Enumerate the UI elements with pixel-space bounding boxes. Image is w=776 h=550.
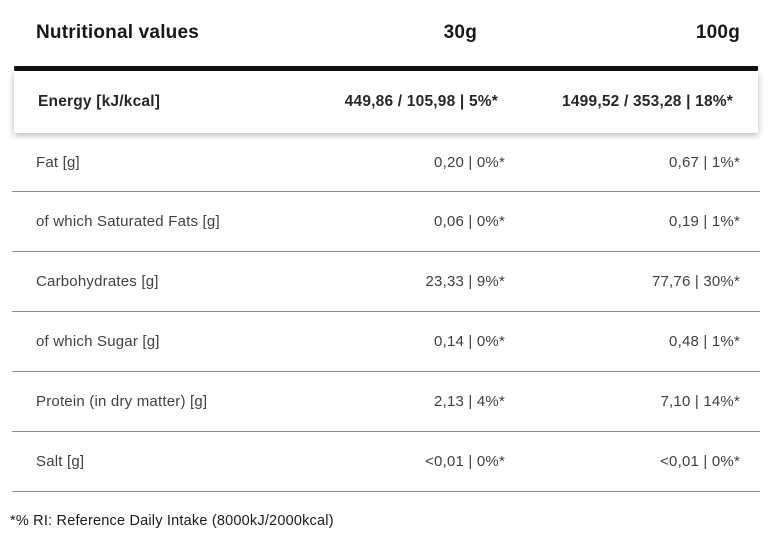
table-row: Protein (in dry matter) [g] 2,13 | 4%* 7… [12, 372, 760, 432]
row-label: of which Sugar [g] [36, 333, 160, 350]
value-30g: 0,14 | 0%* [434, 333, 505, 350]
value-30g: 449,86 / 105,98 | 5%* [344, 93, 498, 110]
value-30g: 2,13 | 4%* [434, 393, 505, 410]
value-30g: 0,20 | 0%* [434, 153, 505, 171]
energy-row: Energy [kJ/kcal] 449,86 / 105,98 | 5%* 1… [14, 71, 758, 133]
row-label: Energy [kJ/kcal] [38, 93, 161, 110]
table-row: of which Saturated Fats [g] 0,06 | 0%* 0… [12, 192, 760, 252]
table-row: of which Sugar [g] 0,14 | 0%* 0,48 | 1%* [12, 312, 760, 372]
row-label: Salt [g] [36, 453, 85, 470]
value-100g: 0,48 | 1%* [669, 333, 740, 350]
value-30g: 23,33 | 9%* [425, 273, 505, 290]
column-header-100g: 100g [695, 22, 740, 43]
table-row: Salt [g] <0,01 | 0%* <0,01 | 0%* [12, 432, 760, 492]
value-100g: 1499,52 / 353,28 | 18%* [562, 93, 733, 110]
value-30g: <0,01 | 0%* [425, 453, 505, 470]
row-label: of which Saturated Fats [g] [36, 213, 220, 230]
table-header-row: Nutritional values 30g 100g [36, 0, 740, 66]
row-label: Protein (in dry matter) [g] [36, 393, 208, 410]
value-30g: 0,06 | 0%* [434, 213, 505, 230]
value-100g: 0,19 | 1%* [669, 213, 740, 230]
nutrient-rows: Fat [g] 0,20 | 0%* 0,67 | 1%* of which S… [12, 133, 760, 492]
value-100g: <0,01 | 0%* [660, 453, 740, 470]
page-title: Nutritional values [36, 22, 200, 43]
value-100g: 7,10 | 14%* [660, 393, 740, 410]
reference-intake-footnote: *% RI: Reference Daily Intake (8000kJ/20… [10, 513, 334, 529]
value-100g: 77,76 | 30%* [651, 273, 740, 290]
row-label: Carbohydrates [g] [36, 273, 159, 290]
row-label: Fat [g] [36, 153, 80, 171]
header-rule [14, 66, 758, 71]
table-row: Fat [g] 0,20 | 0%* 0,67 | 1%* [12, 133, 760, 192]
value-100g: 0,67 | 1%* [669, 153, 740, 171]
column-header-30g: 30g [443, 22, 477, 43]
table-row: Carbohydrates [g] 23,33 | 9%* 77,76 | 30… [12, 252, 760, 312]
